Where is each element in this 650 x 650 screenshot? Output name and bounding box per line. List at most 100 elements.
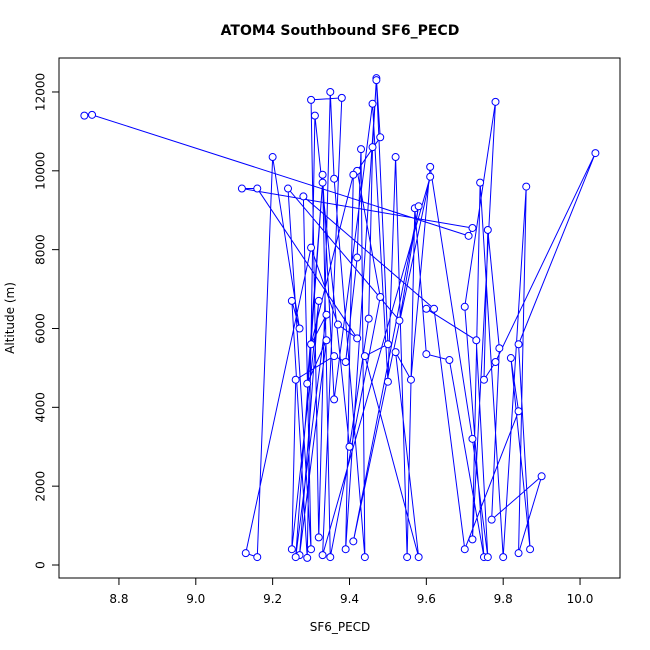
data-point (479, 375, 488, 384)
data-point (341, 545, 350, 554)
data-point (483, 225, 492, 234)
data-point (318, 178, 327, 187)
data-point (268, 153, 277, 162)
data-point (522, 182, 531, 191)
data-point (391, 348, 400, 357)
data-point (514, 549, 523, 558)
data-point (537, 472, 546, 481)
data-point (360, 352, 369, 361)
data-point (349, 170, 358, 179)
data-point (391, 153, 400, 162)
data-point (284, 184, 293, 193)
data-point (403, 553, 412, 562)
data-point (287, 545, 296, 554)
data-point (483, 553, 492, 562)
data-point (318, 170, 327, 179)
data-point (491, 97, 500, 106)
x-tick-label: 9.8 (494, 592, 513, 606)
data-point (303, 553, 312, 562)
x-tick-label: 10.0 (567, 592, 594, 606)
y-axis-label: Altitude (m) (3, 282, 17, 354)
data-point (291, 375, 300, 384)
data-point (253, 553, 262, 562)
data-point (368, 99, 377, 108)
data-point (514, 340, 523, 349)
data-point (445, 356, 454, 365)
y-tick-label: 2000 (34, 471, 48, 502)
data-point (426, 162, 435, 171)
data-point (287, 296, 296, 305)
x-tick-label: 8.8 (109, 592, 128, 606)
x-tick-label: 9.2 (263, 592, 282, 606)
data-point (414, 202, 423, 211)
data-point (310, 111, 319, 120)
data-point (487, 515, 496, 524)
data-point (349, 537, 358, 546)
data-point (506, 354, 515, 363)
data-point (345, 442, 354, 451)
data-point (422, 350, 431, 359)
data-point (372, 76, 381, 85)
data-point (322, 336, 331, 345)
x-axis-label: SF6_PECD (310, 620, 371, 634)
y-tick-label: 10000 (34, 152, 48, 190)
data-point (368, 143, 377, 152)
data-point (495, 344, 504, 353)
data-point (430, 304, 439, 313)
data-point (526, 545, 535, 554)
data-point (422, 304, 431, 313)
data-point (307, 340, 316, 349)
data-point (80, 111, 89, 120)
y-tick-label: 6000 (34, 313, 48, 344)
data-point (464, 231, 473, 240)
x-tick-label: 9.0 (186, 592, 205, 606)
data-point (476, 178, 485, 187)
data-point (299, 192, 308, 201)
data-point (499, 553, 508, 562)
data-point (307, 95, 316, 104)
data-point (460, 545, 469, 554)
data-point (376, 292, 385, 301)
data-point (318, 551, 327, 560)
data-point (303, 379, 312, 388)
y-tick-label: 0 (34, 561, 48, 569)
data-point (307, 545, 316, 554)
data-point (353, 253, 362, 262)
data-point (330, 174, 339, 183)
data-point (406, 375, 415, 384)
data-point (360, 553, 369, 562)
chart-title: ATOM4 Southbound SF6_PECD (221, 23, 460, 39)
data-point (383, 340, 392, 349)
data-point (307, 243, 316, 252)
data-point (253, 184, 262, 193)
data-point (314, 296, 323, 305)
x-tick-label: 9.4 (340, 592, 359, 606)
data-point (322, 310, 331, 319)
data-point (414, 553, 423, 562)
data-point (468, 223, 477, 232)
data-point (353, 334, 362, 343)
data-point (341, 357, 350, 366)
data-point (591, 149, 600, 158)
data-point (330, 352, 339, 361)
data-point (376, 133, 385, 142)
data-point (468, 434, 477, 443)
y-tick-label: 12000 (34, 73, 48, 111)
data-point (491, 357, 500, 366)
data-point (426, 172, 435, 181)
data-point (357, 145, 366, 154)
data-point (241, 549, 250, 558)
data-point (472, 336, 481, 345)
data-point (326, 553, 335, 562)
y-tick-label: 4000 (34, 392, 48, 423)
x-tick-label: 9.6 (417, 592, 436, 606)
data-point (468, 535, 477, 544)
data-point (237, 184, 246, 193)
data-point (460, 302, 469, 311)
data-point (364, 314, 373, 323)
data-point (295, 324, 304, 333)
data-point (291, 553, 300, 562)
data-point (333, 320, 342, 329)
data-point (314, 533, 323, 542)
data-point (383, 377, 392, 386)
